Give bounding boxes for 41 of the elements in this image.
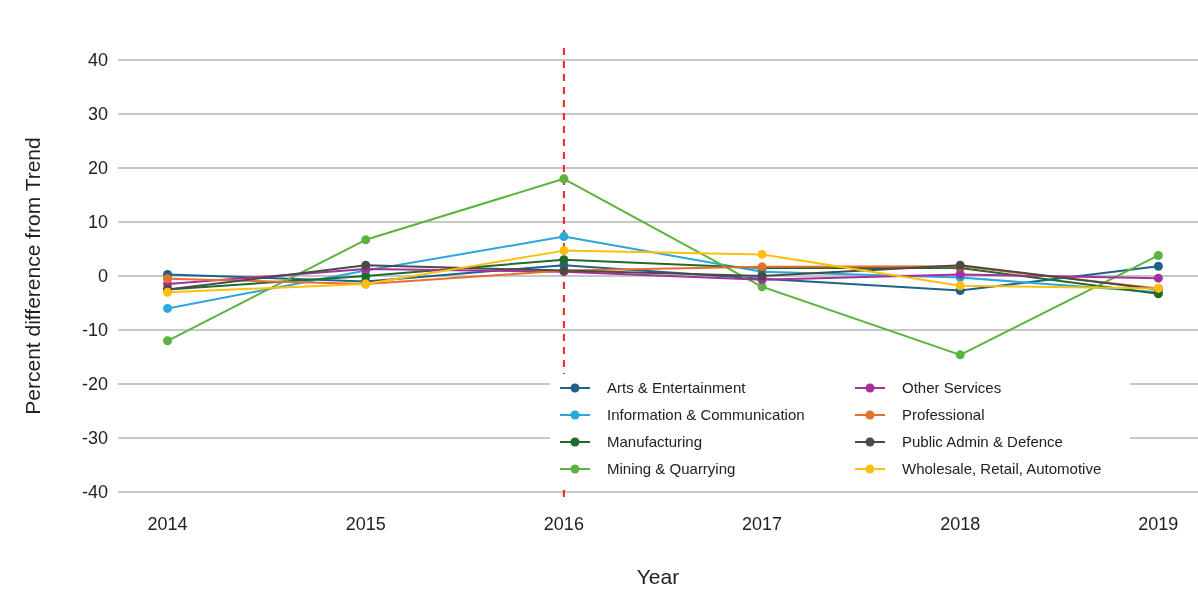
x-tick-label: 2019 [1138,514,1179,534]
x-tick-label: 2017 [742,514,783,534]
point [1153,273,1163,283]
y-tick-label: -40 [81,482,108,503]
point [163,303,173,313]
y-tick-label: 10 [87,212,108,233]
point [1153,250,1163,260]
y-tick-label: 20 [87,158,108,179]
x-tick-label: 2015 [345,514,386,534]
legend-label: Other Services [902,379,1002,397]
y-tick-label: 30 [87,104,108,125]
x-axis-title: Year [636,565,680,588]
y-tick-label: -20 [81,374,108,395]
x-tick-label: 2014 [147,514,188,534]
legend-label: Public Admin & Defence [902,433,1063,451]
y-axis-title: Percent difference from Trend [21,137,44,415]
point [361,235,371,245]
point [955,269,965,279]
y-tick-label: -30 [81,428,108,449]
y-tick-label: 40 [87,50,108,71]
y-tick-label: -10 [81,320,108,341]
point [757,249,767,259]
legend-label: Mining & Quarrying [607,460,736,478]
legend-label: Professional [902,406,985,424]
point [559,246,569,256]
point [1153,261,1163,271]
legend-label: Arts & Entertainment [607,379,747,397]
point [163,336,173,346]
point [955,281,965,291]
point [559,232,569,242]
legend-label: Wholesale, Retail, Automotive [902,460,1102,478]
point [955,350,965,360]
point [559,255,569,265]
point [559,174,569,184]
point [361,260,371,270]
y-tick-label: 0 [97,266,108,287]
x-tick-label: 2016 [543,514,584,534]
point [163,274,173,284]
legend-label: Information & Communication [607,406,805,424]
x-tick-label: 2018 [940,514,981,534]
legend-label: Manufacturing [607,433,703,451]
